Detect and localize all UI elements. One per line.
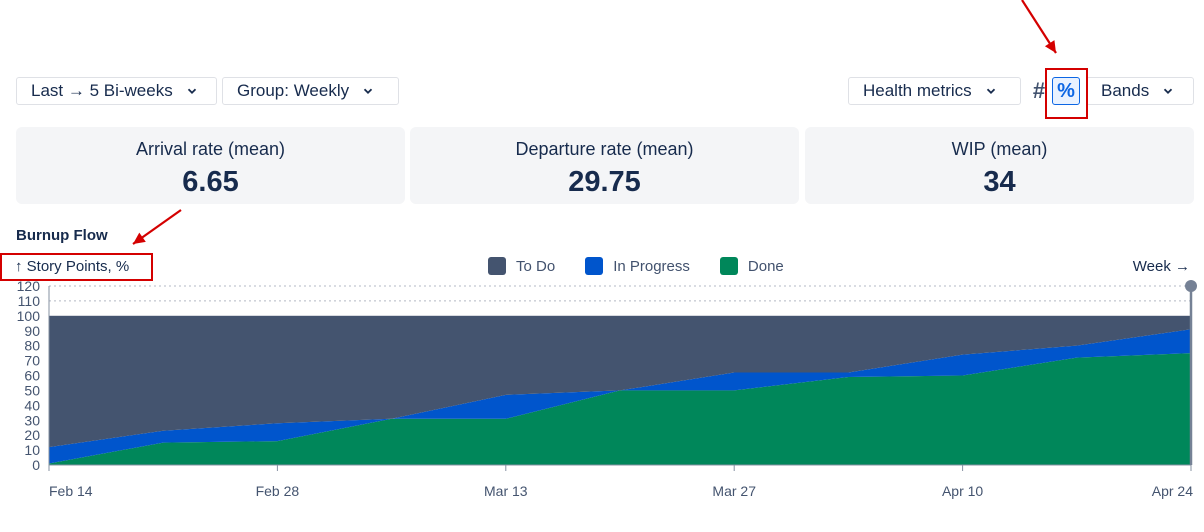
x-tick-label: Apr 24	[1152, 483, 1193, 499]
y-tick-label: 90	[24, 323, 40, 339]
current-week-marker-handle	[1185, 280, 1197, 292]
chevron-down-icon	[986, 88, 995, 94]
legend-label-in-progress: In Progress	[613, 257, 690, 275]
percent-mode-button[interactable]: %	[1052, 77, 1080, 105]
legend-label-todo: To Do	[516, 257, 556, 275]
health-metrics-label: Health metrics	[863, 81, 972, 100]
y-tick-label: 100	[17, 308, 41, 324]
metric-value: 34	[983, 166, 1016, 198]
x-tick-label: Mar 27	[712, 483, 756, 499]
y-tick-label: 110	[18, 293, 41, 309]
y-tick-label: 10	[24, 442, 40, 458]
x-tick-label: Feb 28	[256, 483, 300, 499]
area-todo	[49, 315, 1191, 448]
hash-icon: #	[1032, 78, 1046, 103]
area-in-progress	[49, 329, 1191, 464]
count-mode-button[interactable]: #	[1028, 77, 1050, 105]
legend-swatch-todo	[488, 257, 506, 275]
y-tick-label: 40	[24, 397, 40, 413]
annotations	[132, 0, 1197, 465]
chart-legend: To Do In Progress Done	[488, 257, 814, 275]
group-by-label: Group: Weekly	[237, 81, 350, 100]
series-areas	[49, 315, 1191, 465]
x-axis-label: Week →	[1132, 258, 1190, 275]
metric-card-wip: WIP (mean) 34	[805, 127, 1194, 204]
group-by-dropdown[interactable]: Group: Weekly	[222, 77, 399, 105]
date-range-label: Last → 5 Bi-weeks	[31, 81, 173, 100]
metric-value: 6.65	[182, 166, 239, 198]
legend-swatch-in-progress	[585, 257, 604, 275]
x-tick-label: Feb 14	[49, 483, 93, 499]
y-tick-label: 120	[17, 278, 41, 294]
bands-dropdown[interactable]: Bands	[1086, 77, 1194, 105]
y-axis-label: ↑ Story Points, %	[15, 258, 130, 275]
y-tick-label: 70	[24, 353, 40, 369]
y-tick-label: 60	[24, 368, 40, 384]
metric-card-arrival-rate: Arrival rate (mean) 6.65	[16, 127, 405, 204]
legend-item-in-progress[interactable]: In Progress	[585, 257, 690, 275]
legend-label-done: Done	[747, 257, 784, 275]
metric-label: Departure rate (mean)	[515, 139, 694, 159]
chevron-down-icon	[363, 88, 373, 94]
date-range-dropdown[interactable]: Last → 5 Bi-weeks	[16, 77, 217, 105]
annotation-arrow-percent	[1021, 0, 1057, 54]
area-done	[49, 353, 1191, 465]
highlight-box-y-label	[0, 253, 153, 281]
annotation-arrow-y-label	[132, 209, 182, 245]
chart-title: Burnup Flow	[16, 227, 108, 244]
highlight-box-percent	[1045, 68, 1088, 119]
legend-item-todo[interactable]: To Do	[488, 257, 555, 275]
metric-label: WIP (mean)	[951, 139, 1048, 159]
legend-item-done[interactable]: Done	[719, 257, 784, 275]
metric-label: Arrival rate (mean)	[135, 139, 286, 159]
metric-card-departure-rate: Departure rate (mean) 29.75	[410, 127, 799, 204]
y-tick-label: 50	[24, 382, 40, 398]
y-tick-label: 80	[24, 338, 40, 354]
x-tick-label: Apr 10	[942, 483, 983, 499]
x-tick-label: Mar 13	[484, 483, 528, 499]
chevron-down-icon	[1164, 88, 1173, 94]
percent-icon: %	[1057, 79, 1075, 102]
legend-swatch-done	[719, 257, 738, 275]
y-tick-label: 0	[32, 457, 40, 473]
bands-label: Bands	[1101, 81, 1150, 100]
metric-value: 29.75	[568, 166, 641, 198]
chevron-down-icon	[187, 88, 196, 94]
y-tick-label: 20	[24, 427, 40, 443]
y-tick-label: 30	[24, 412, 40, 428]
health-metrics-dropdown[interactable]: Health metrics	[848, 77, 1021, 105]
